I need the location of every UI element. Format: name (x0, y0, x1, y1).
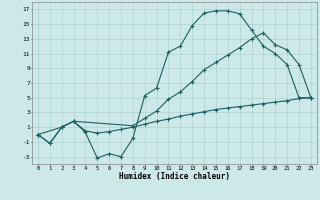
X-axis label: Humidex (Indice chaleur): Humidex (Indice chaleur) (119, 172, 230, 181)
